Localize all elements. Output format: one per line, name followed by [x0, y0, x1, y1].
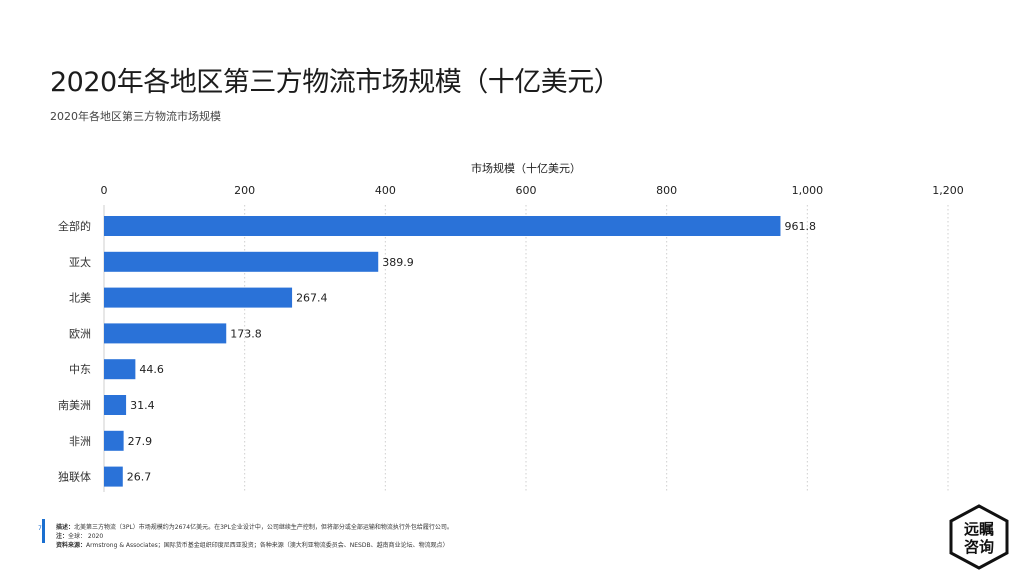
bar-5	[104, 395, 127, 415]
x-tick-label: 800	[656, 184, 677, 197]
value-label: 44.6	[139, 363, 164, 376]
footer-description-label: 描述：	[56, 524, 75, 531]
value-label: 27.9	[128, 435, 153, 448]
accent-bar	[42, 519, 45, 543]
value-label: 173.8	[230, 327, 261, 340]
category-label: 南美洲	[58, 399, 91, 412]
bar-0	[104, 216, 781, 236]
page-subtitle: 2020年各地区第三方物流市场规模	[50, 110, 221, 123]
bar-2	[104, 287, 293, 308]
category-label: 全部的	[58, 219, 91, 233]
x-tick-label: 1,000	[792, 184, 824, 197]
logo-text-line1: 远瞩	[964, 520, 994, 538]
x-tick-label: 0	[101, 184, 108, 197]
footer-note: 注：全球： 2020	[56, 532, 453, 541]
category-label: 中东	[69, 363, 91, 376]
footer-source: 资料来源：Armstrong & Associates；国际货币基金组织印度尼西…	[56, 541, 453, 550]
value-label: 31.4	[130, 399, 155, 412]
footer-description-text: 北美第三方物流（3PL）市场规模约为2674亿美元。在3PL企业设计中，公司继续…	[74, 524, 453, 531]
bar-7	[104, 466, 123, 487]
footer-description: 描述：北美第三方物流（3PL）市场规模约为2674亿美元。在3PL企业设计中，公…	[56, 523, 453, 532]
x-tick-label: 600	[516, 184, 537, 197]
x-tick-labels: 0 200 400 600 800 1,000 1,200	[101, 184, 964, 197]
category-label: 北美	[69, 292, 91, 305]
page-title: 2020年各地区第三方物流市场规模（十亿美元）	[50, 67, 621, 98]
bar-4	[104, 359, 136, 380]
x-tick-label: 400	[375, 184, 396, 197]
x-axis-label: 市场规模（十亿美元）	[471, 161, 581, 175]
value-label: 961.8	[784, 220, 816, 233]
bar-3	[104, 323, 227, 344]
category-label: 非洲	[69, 435, 91, 448]
bar-chart: 市场规模（十亿美元） 0 200 400 600 800 1,000 1,200 全部的亚太…	[58, 161, 964, 492]
footer-source-label: 资料来源：	[56, 542, 87, 549]
value-label: 26.7	[127, 471, 151, 484]
footer-source-text: Armstrong & Associates；国际货币基金组织印度尼西亚投资；各…	[86, 542, 449, 549]
category-label: 亚太	[69, 256, 91, 269]
value-label: 389.9	[382, 256, 414, 269]
bar-1	[104, 251, 379, 272]
value-label: 267.4	[296, 292, 328, 305]
footer-note-text: 全球： 2020	[68, 533, 104, 540]
logo-text-line2: 咨询	[964, 538, 994, 556]
grid-lines	[103, 205, 949, 492]
bar-6	[104, 430, 124, 451]
footer-note-label: 注：	[56, 533, 69, 540]
page-number: 7	[38, 525, 42, 532]
x-tick-label: 1,200	[932, 184, 964, 197]
value-labels: 961.8 389.9 267.4 173.8 44.6 31.4 27.9 26.7	[127, 220, 816, 484]
x-tick-label: 200	[234, 184, 255, 197]
category-label: 欧洲	[69, 327, 91, 340]
bars	[104, 216, 781, 487]
brand-logo: 远瞩 咨询	[949, 504, 1009, 570]
category-label: 独联体	[58, 470, 91, 484]
